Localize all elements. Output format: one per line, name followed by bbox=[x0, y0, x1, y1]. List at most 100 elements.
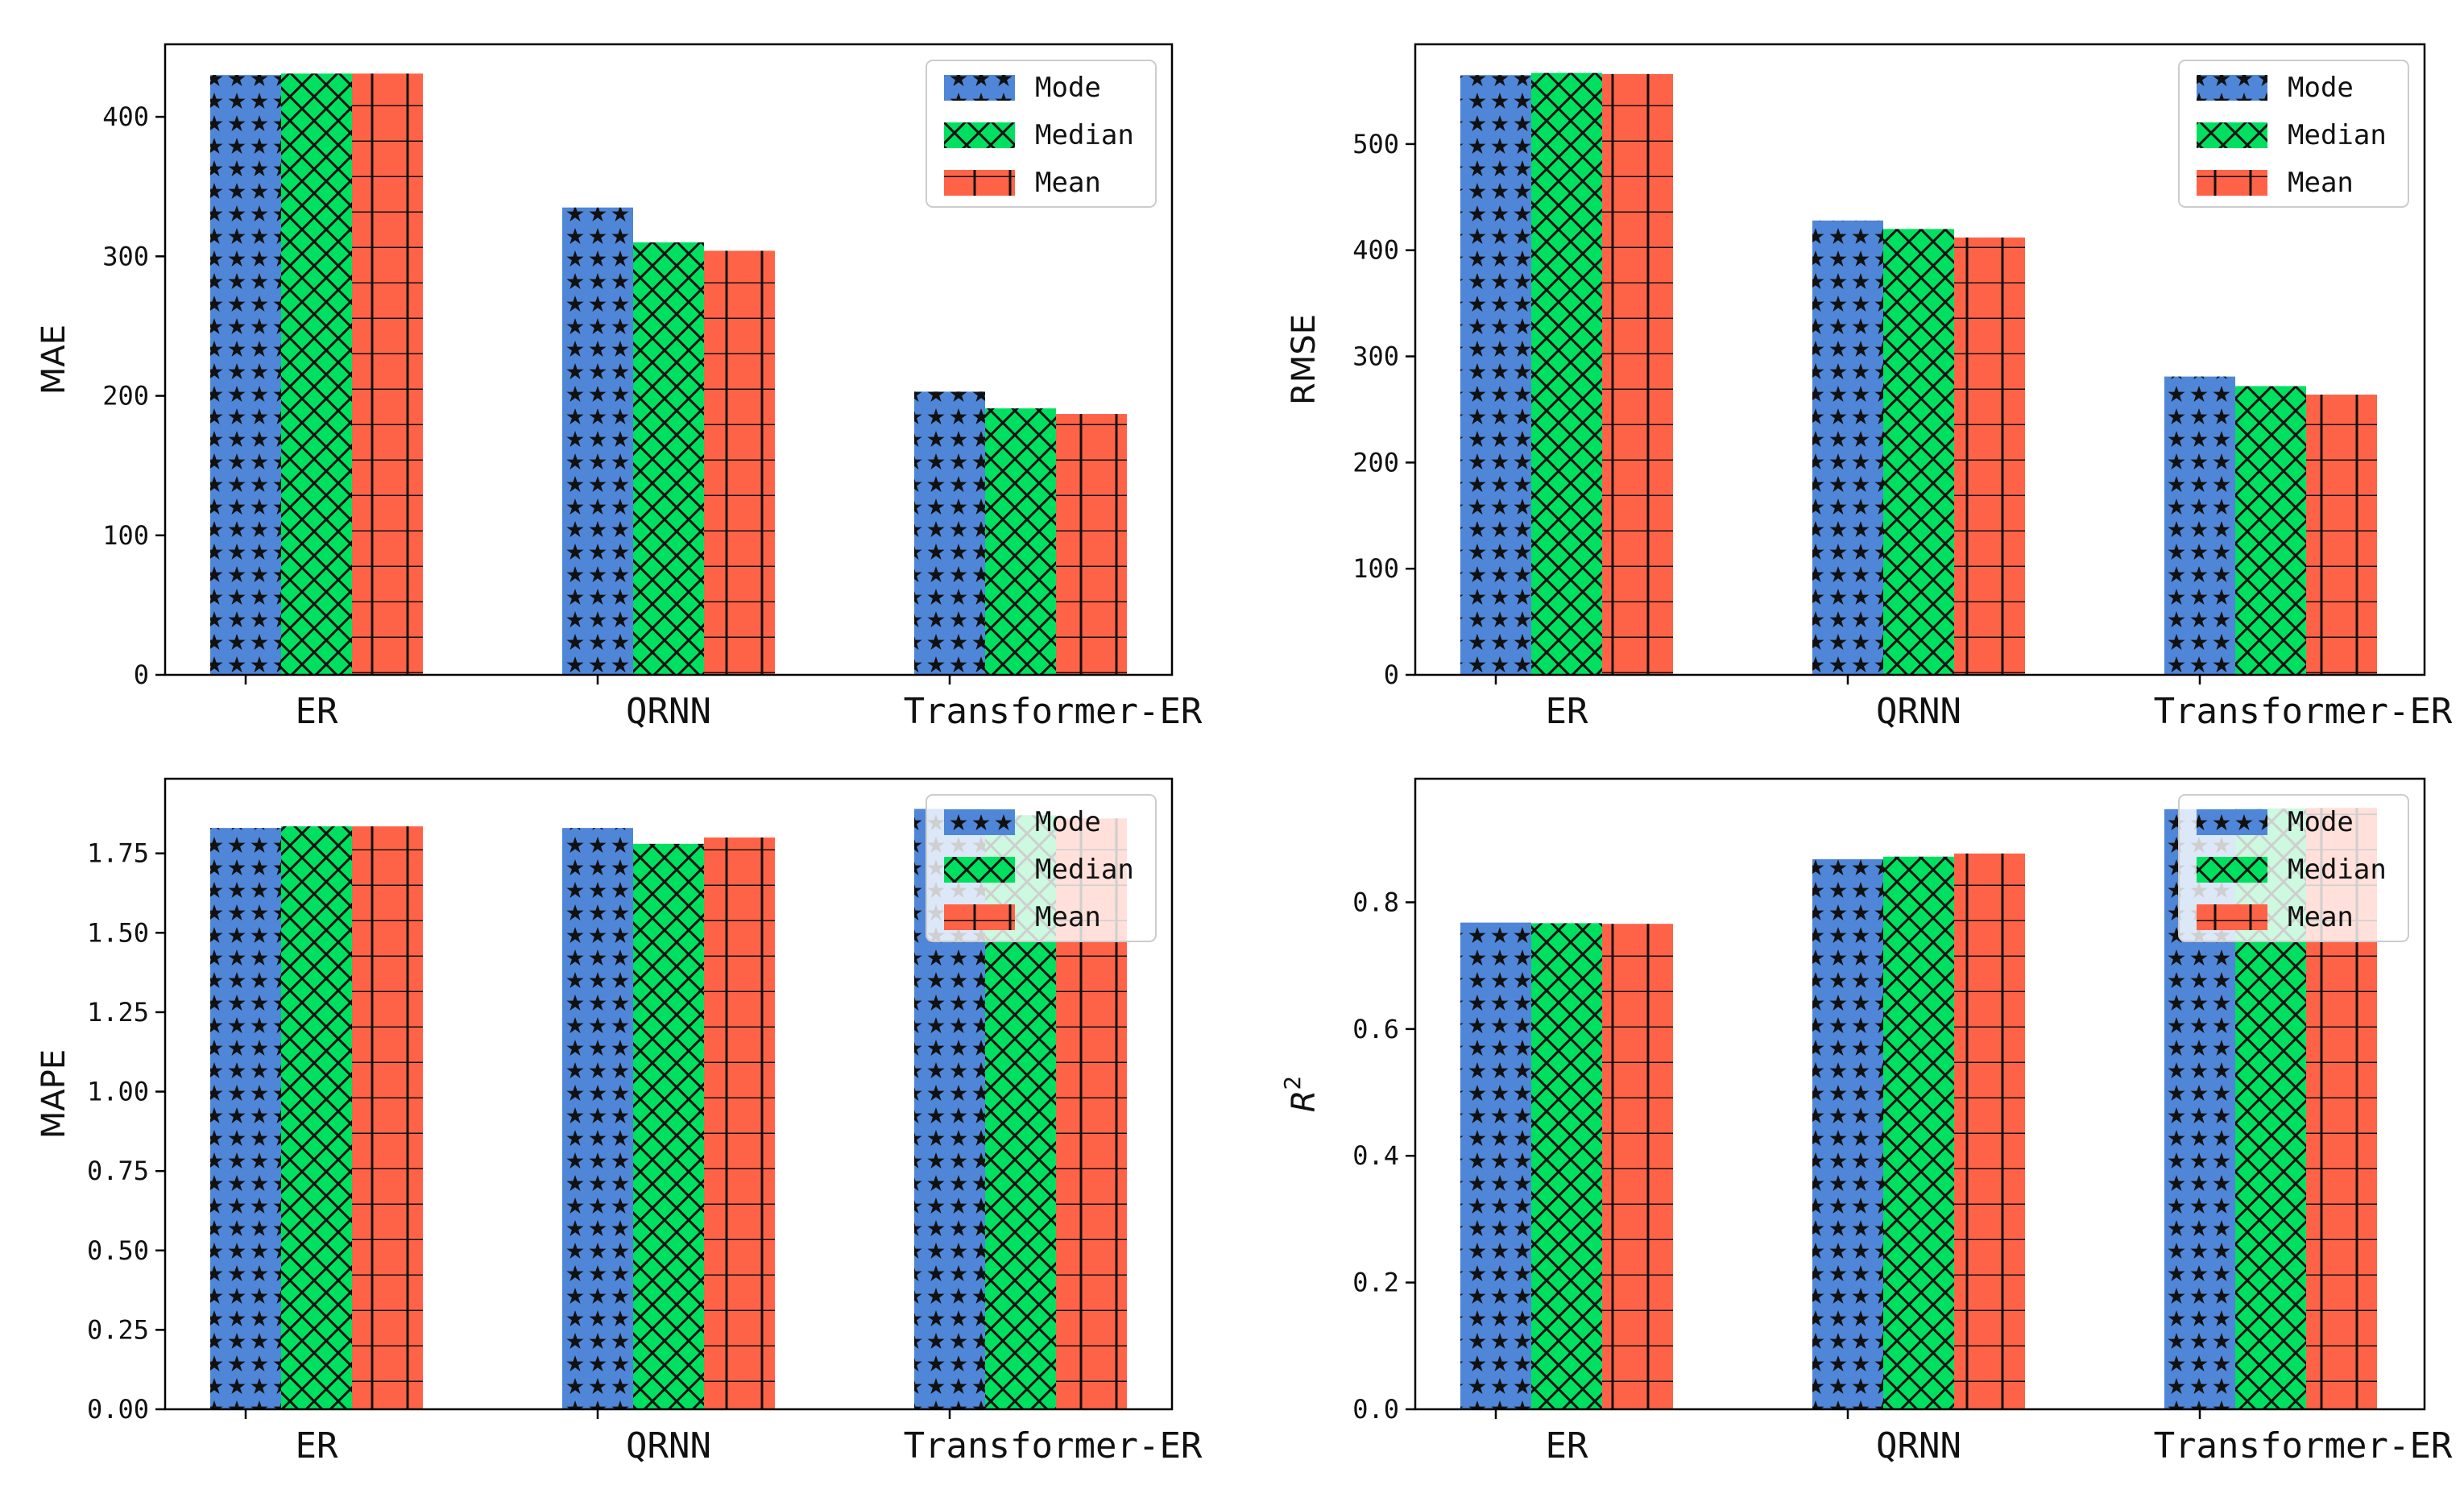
legend-label-mean: Mean bbox=[2288, 901, 2354, 933]
y-tick-label: 400 bbox=[1352, 235, 1399, 266]
legend-item-mode: Mode bbox=[944, 806, 1101, 838]
legend-label-median: Median bbox=[1035, 119, 1134, 151]
y-tick-label: 1.25 bbox=[87, 997, 149, 1028]
x-tick-label-qrnn: QRNN bbox=[626, 691, 711, 732]
bar-median-qrnn bbox=[1883, 229, 1954, 675]
y-tick-label: 0.4 bbox=[1352, 1140, 1399, 1171]
legend-label-median: Median bbox=[1035, 854, 1134, 886]
y-tick-label: 300 bbox=[1352, 341, 1399, 372]
legend-item-median: Median bbox=[944, 854, 1134, 886]
y-tick-label: 0.75 bbox=[87, 1156, 149, 1186]
y-tick-label: 200 bbox=[1352, 447, 1399, 478]
bar-median-er bbox=[1531, 923, 1602, 1409]
bar-mode-transformer-er bbox=[914, 391, 985, 675]
legend: Mode Median Mean bbox=[2178, 794, 2409, 942]
mae-subplot: 0 100 200 300 400 ER QRNN Transformer-ER MAE Mode… bbox=[35, 43, 1203, 732]
legend-label-median: Median bbox=[2288, 854, 2387, 886]
y-tick-label: 1.50 bbox=[87, 917, 149, 948]
y-tick-label: 300 bbox=[102, 241, 149, 271]
x-tick-label-qrnn: QRNN bbox=[1876, 1425, 1961, 1466]
legend: Mode Median Mean bbox=[2178, 60, 2409, 208]
legend-item-median: Median bbox=[2197, 854, 2387, 886]
legend-label-mean: Mean bbox=[1035, 167, 1101, 199]
r2-subplot: 0.0 0.2 0.4 0.6 0.8 ER QRNN Transformer-ER R2 Mod… bbox=[1279, 777, 2453, 1466]
y-tick-label: 0.8 bbox=[1352, 887, 1399, 917]
y-tick-label: 0.2 bbox=[1352, 1268, 1399, 1298]
y-axis-label: MAE bbox=[35, 325, 72, 395]
legend-label-mean: Mean bbox=[1035, 901, 1101, 933]
bar-mode-er bbox=[210, 828, 281, 1409]
bar-mean-er bbox=[352, 73, 423, 676]
legend-label-mode: Mode bbox=[2288, 72, 2354, 104]
y-axis-label: RMSE bbox=[1286, 314, 1323, 405]
bar-mean-qrnn bbox=[704, 250, 775, 676]
rmse-subplot: 0 100 200 300 400 500 ER QRNN Transformer-ER RMSE… bbox=[1286, 43, 2453, 732]
bar-mean-transformer-er bbox=[2306, 395, 2377, 675]
legend-item-mean: Mean bbox=[2197, 167, 2354, 199]
x-tick-label-transformer-er: Transformer-ER bbox=[904, 1425, 1203, 1466]
bar-mode-er bbox=[1460, 75, 1531, 675]
y-tick-label: 100 bbox=[1352, 553, 1399, 584]
y-axis-label: MAPE bbox=[35, 1049, 72, 1139]
x-tick-label-er: ER bbox=[1546, 691, 1588, 732]
mape-subplot: 0.00 0.25 0.50 0.75 1.00 1.25 1.50 1.75 ER QRNN Tr… bbox=[35, 777, 1203, 1466]
axes-frame bbox=[164, 777, 1174, 1411]
x-tick-label-er: ER bbox=[1546, 1425, 1588, 1466]
bar-mode-qrnn bbox=[562, 207, 633, 675]
bar-mode-qrnn bbox=[562, 828, 633, 1409]
bar-mean-er bbox=[1602, 73, 1673, 676]
legend-item-mode: Mode bbox=[2197, 806, 2354, 838]
legend-item-mode: Mode bbox=[944, 72, 1101, 104]
bar-mean-qrnn bbox=[704, 837, 775, 1409]
legend-item-mean: Mean bbox=[944, 901, 1101, 933]
y-tick-label: 500 bbox=[1352, 129, 1399, 159]
legend-label-mean: Mean bbox=[2288, 167, 2354, 199]
axes-frame bbox=[164, 43, 1174, 676]
legend-label-mode: Mode bbox=[1035, 806, 1101, 838]
bar-mode-transformer-er bbox=[2164, 376, 2235, 675]
y-tick-label: 0.50 bbox=[87, 1235, 149, 1266]
bar-mean-er bbox=[352, 826, 423, 1409]
bar-median-er bbox=[1531, 72, 1602, 675]
bar-mode-qrnn bbox=[1812, 220, 1883, 675]
bar-mean-transformer-er bbox=[1056, 414, 1127, 675]
axes-frame bbox=[1414, 43, 2426, 676]
bar-mean-er bbox=[1602, 924, 1673, 1409]
bar-mode-er bbox=[210, 75, 281, 676]
bar-median-qrnn bbox=[633, 242, 704, 676]
x-tick-label-qrnn: QRNN bbox=[626, 1425, 711, 1466]
x-tick-label-transformer-er: Transformer-ER bbox=[2154, 691, 2453, 732]
axes-frame bbox=[1414, 777, 2426, 1411]
y-tick-label: 200 bbox=[102, 381, 149, 412]
bar-median-er bbox=[281, 826, 352, 1409]
bar-median-er bbox=[281, 73, 352, 676]
y-tick-label: 0 bbox=[1384, 660, 1399, 690]
y-tick-label: 0.0 bbox=[1352, 1394, 1399, 1425]
y-tick-label: 400 bbox=[102, 101, 149, 132]
bar-mode-qrnn bbox=[1812, 858, 1883, 1409]
legend: Mode Median Mean bbox=[926, 794, 1157, 942]
legend-label-mode: Mode bbox=[2288, 806, 2354, 838]
y-tick-label: 0 bbox=[134, 660, 149, 690]
x-tick-label-transformer-er: Transformer-ER bbox=[904, 691, 1203, 732]
y-tick-label: 0.25 bbox=[87, 1314, 149, 1345]
y-axis-label: R2 bbox=[1279, 1076, 1323, 1113]
x-tick-label-er: ER bbox=[296, 691, 338, 732]
y-tick-label: 100 bbox=[102, 520, 149, 551]
legend-item-median: Median bbox=[2197, 119, 2387, 151]
legend-item-median: Median bbox=[944, 119, 1134, 151]
bar-median-qrnn bbox=[633, 843, 704, 1409]
bar-median-qrnn bbox=[1883, 856, 1954, 1409]
y-tick-label: 0.00 bbox=[87, 1394, 149, 1425]
bar-median-transformer-er bbox=[985, 408, 1056, 675]
x-tick-label-qrnn: QRNN bbox=[1876, 691, 1961, 732]
legend-item-mode: Mode bbox=[2197, 72, 2354, 104]
bar-mean-qrnn bbox=[1954, 237, 2025, 676]
y-tick-label: 0.6 bbox=[1352, 1014, 1399, 1044]
legend-item-mean: Mean bbox=[2197, 901, 2354, 933]
bar-median-transformer-er bbox=[2235, 386, 2306, 675]
bar-mode-er bbox=[1460, 922, 1531, 1409]
legend: Mode Median Mean bbox=[926, 60, 1157, 208]
y-tick-label: 1.00 bbox=[87, 1077, 149, 1107]
